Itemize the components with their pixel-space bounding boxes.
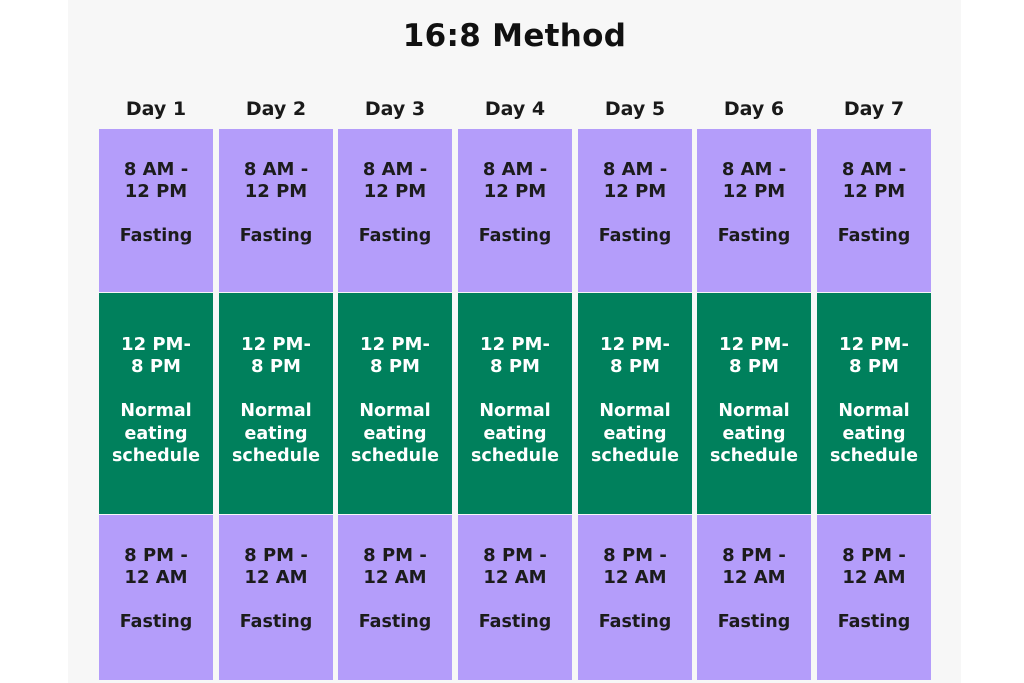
block-label: Normal eating schedule [351, 401, 439, 466]
block-time: 8 PM - 12 AM [483, 545, 547, 588]
diagram-title: 16:8 Method [402, 18, 627, 54]
fasting-block-evening: 8 PM - 12 AM Fasting [697, 515, 811, 680]
block-label: Fasting [119, 226, 193, 246]
block-label: Fasting [598, 226, 672, 246]
block-label: Fasting [478, 226, 552, 246]
fasting-block-morning: 8 AM - 12 PM Fasting [99, 129, 213, 292]
block-label: Fasting [598, 612, 672, 632]
block-time: 8 PM - 12 AM [722, 545, 786, 588]
day-header: Day 4 [484, 98, 546, 120]
block-label: Normal eating schedule [471, 401, 559, 466]
block-time: 12 PM- 8 PM [600, 334, 670, 377]
block-time: 12 PM- 8 PM [360, 334, 430, 377]
block-time: 12 PM- 8 PM [241, 334, 311, 377]
eating-block: 12 PM- 8 PM Normal eating schedule [458, 293, 572, 514]
eating-block: 12 PM- 8 PM Normal eating schedule [219, 293, 333, 514]
block-label: Fasting [358, 226, 432, 246]
schedule-panel: 16:8 Method Day 1 8 AM - 12 PM Fasting 1… [68, 0, 961, 683]
block-label: Normal eating schedule [112, 401, 200, 466]
eating-block: 12 PM- 8 PM Normal eating schedule [338, 293, 452, 514]
fasting-block-morning: 8 AM - 12 PM Fasting [338, 129, 452, 292]
day-column-1: Day 1 8 AM - 12 PM Fasting 12 PM- 8 PM N… [99, 0, 213, 683]
block-time: 8 PM - 12 AM [244, 545, 308, 588]
day-column-2: Day 2 8 AM - 12 PM Fasting 12 PM- 8 PM N… [219, 0, 333, 683]
block-label: Fasting [837, 226, 911, 246]
block-time: 8 PM - 12 AM [842, 545, 906, 588]
day-header: Day 5 [604, 98, 666, 120]
block-label: Fasting [837, 612, 911, 632]
block-time: 8 PM - 12 AM [363, 545, 427, 588]
block-time: 8 AM - 12 PM [362, 159, 428, 202]
fasting-block-evening: 8 PM - 12 AM Fasting [817, 515, 931, 680]
fasting-block-evening: 8 PM - 12 AM Fasting [338, 515, 452, 680]
fasting-block-morning: 8 AM - 12 PM Fasting [578, 129, 692, 292]
fasting-block-morning: 8 AM - 12 PM Fasting [817, 129, 931, 292]
fasting-block-morning: 8 AM - 12 PM Fasting [697, 129, 811, 292]
day-header: Day 7 [843, 98, 905, 120]
fasting-block-evening: 8 PM - 12 AM Fasting [99, 515, 213, 680]
block-label: Normal eating schedule [591, 401, 679, 466]
block-time: 8 PM - 12 AM [603, 545, 667, 588]
block-time: 8 AM - 12 PM [123, 159, 189, 202]
block-time: 12 PM- 8 PM [719, 334, 789, 377]
fasting-block-morning: 8 AM - 12 PM Fasting [458, 129, 572, 292]
day-column-4: Day 4 8 AM - 12 PM Fasting 12 PM- 8 PM N… [458, 0, 572, 683]
block-time: 8 AM - 12 PM [482, 159, 548, 202]
eating-block: 12 PM- 8 PM Normal eating schedule [697, 293, 811, 514]
block-time: 8 AM - 12 PM [841, 159, 907, 202]
block-label: Normal eating schedule [710, 401, 798, 466]
block-label: Normal eating schedule [830, 401, 918, 466]
block-time: 12 PM- 8 PM [839, 334, 909, 377]
day-header: Day 6 [723, 98, 785, 120]
block-label: Fasting [717, 226, 791, 246]
day-column-7: Day 7 8 AM - 12 PM Fasting 12 PM- 8 PM N… [817, 0, 931, 683]
block-label: Fasting [717, 612, 791, 632]
block-time: 8 AM - 12 PM [243, 159, 309, 202]
block-label: Normal eating schedule [232, 401, 320, 466]
eating-block: 12 PM- 8 PM Normal eating schedule [99, 293, 213, 514]
block-time: 8 AM - 12 PM [602, 159, 668, 202]
block-label: Fasting [239, 612, 313, 632]
eating-block: 12 PM- 8 PM Normal eating schedule [817, 293, 931, 514]
day-header: Day 2 [245, 98, 307, 120]
block-time: 8 AM - 12 PM [721, 159, 787, 202]
block-label: Fasting [358, 612, 432, 632]
eating-block: 12 PM- 8 PM Normal eating schedule [578, 293, 692, 514]
day-column-6: Day 6 8 AM - 12 PM Fasting 12 PM- 8 PM N… [697, 0, 811, 683]
fasting-block-morning: 8 AM - 12 PM Fasting [219, 129, 333, 292]
block-label: Fasting [239, 226, 313, 246]
block-label: Fasting [119, 612, 193, 632]
fasting-block-evening: 8 PM - 12 AM Fasting [219, 515, 333, 680]
fasting-block-evening: 8 PM - 12 AM Fasting [458, 515, 572, 680]
day-header: Day 3 [364, 98, 426, 120]
block-time: 8 PM - 12 AM [124, 545, 188, 588]
block-time: 12 PM- 8 PM [480, 334, 550, 377]
block-time: 12 PM- 8 PM [121, 334, 191, 377]
fasting-block-evening: 8 PM - 12 AM Fasting [578, 515, 692, 680]
day-column-5: Day 5 8 AM - 12 PM Fasting 12 PM- 8 PM N… [578, 0, 692, 683]
day-column-3: Day 3 8 AM - 12 PM Fasting 12 PM- 8 PM N… [338, 0, 452, 683]
block-label: Fasting [478, 612, 552, 632]
day-header: Day 1 [125, 98, 187, 120]
